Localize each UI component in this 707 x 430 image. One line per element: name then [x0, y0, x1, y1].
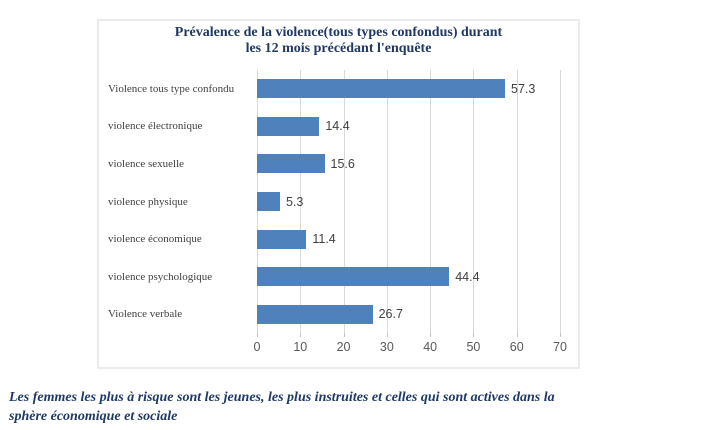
x-tick-label: 20: [336, 340, 351, 354]
gridline: [386, 70, 388, 333]
gridline: [516, 70, 518, 333]
category-label: violence économique: [108, 233, 202, 246]
bar-row: 15.6: [257, 145, 560, 183]
tick-mark: [516, 333, 518, 337]
category-label: violence électronique: [108, 120, 203, 133]
bar-rows: 57.3 14.4 15.6 5.3 11.4 44.4 26.7: [257, 70, 560, 333]
bar-row: 44.4: [257, 258, 560, 296]
caption: Les femmes les plus à risque sont les je…: [9, 388, 704, 426]
chart-title-line2: les 12 mois précédant l'enquête: [245, 40, 432, 56]
caption-line1: Les femmes les plus à risque sont les je…: [9, 390, 555, 405]
bar: [257, 267, 450, 287]
bar-row: 26.7: [257, 295, 560, 333]
tick-mark: [257, 333, 258, 337]
category-axis: Violence tous type confondu violence élec…: [108, 70, 255, 333]
bar: [257, 304, 373, 324]
gridline: [430, 70, 432, 333]
plot-area: 57.3 14.4 15.6 5.3 11.4 44.4 26.7: [257, 70, 561, 333]
bar-value-label: 5.3: [285, 194, 304, 209]
tick-mark: [473, 333, 475, 337]
bar-value-label: 11.4: [312, 232, 336, 247]
x-axis-tick-labels: 0 10 20 30 40 50 60 70: [253, 340, 567, 355]
bar-row: 5.3: [257, 183, 560, 221]
bar: [257, 154, 325, 174]
tick-mark: [386, 333, 388, 337]
bar-value-label: 44.4: [455, 269, 480, 284]
x-tick-label: 0: [253, 340, 261, 354]
tick-mark: [300, 333, 302, 337]
bar-value-label: 14.4: [325, 119, 350, 134]
tick-mark: [430, 333, 432, 337]
chart-title: Prévalence de la violence(tous types con…: [99, 25, 578, 56]
x-tick-label: 60: [509, 340, 524, 354]
x-axis-tick-marks: [257, 333, 561, 337]
bar-value-label: 26.7: [378, 307, 403, 322]
bar-row: 11.4: [257, 220, 560, 258]
category-label: Violence tous type confondu: [108, 82, 235, 95]
bar: [257, 116, 320, 136]
caption-line2: sphère économique et sociale: [9, 409, 178, 424]
gridline: [300, 70, 302, 333]
tick-mark: [343, 333, 345, 337]
category-label: Violence verbale: [108, 308, 183, 321]
chart-frame: Prévalence de la violence(tous types con…: [97, 19, 580, 369]
x-tick-label: 10: [293, 340, 308, 354]
category-label: violence sexuelle: [108, 157, 185, 170]
bar: [257, 229, 307, 249]
x-tick-label: 50: [466, 340, 481, 354]
x-tick-label: 30: [379, 340, 394, 354]
category-label: violence physique: [108, 195, 188, 208]
x-tick-label: 70: [553, 340, 567, 354]
gridline: [343, 70, 345, 333]
bar-row: 57.3: [257, 70, 560, 108]
bar-value-label: 57.3: [511, 81, 536, 96]
gridline: [473, 70, 475, 333]
x-tick-label: 40: [423, 340, 438, 354]
gridline: [560, 70, 561, 333]
bar: [257, 79, 506, 99]
chart-title-line1: Prévalence de la violence(tous types con…: [174, 25, 503, 40]
category-label: violence psychologique: [108, 270, 213, 283]
bar: [257, 192, 280, 212]
bar-row: 14.4: [257, 108, 560, 146]
bar-value-label: 15.6: [330, 156, 355, 171]
tick-mark: [560, 333, 561, 337]
